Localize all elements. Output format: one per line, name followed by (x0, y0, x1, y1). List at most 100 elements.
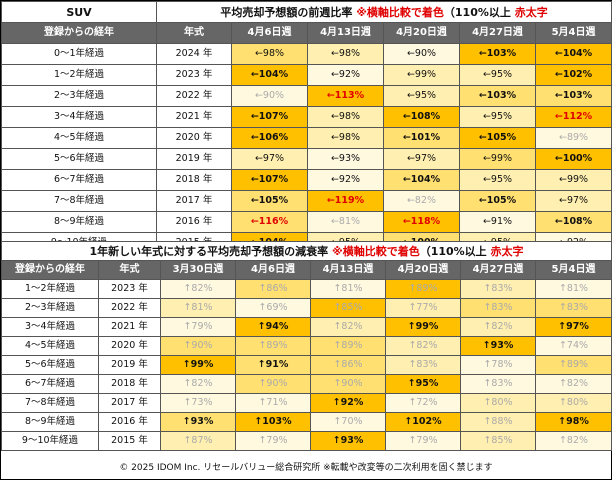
table-row: 2～3年経過 2022 年 ←90% ←113% ←95% ←103% ←103% (1, 85, 612, 107)
ratio-cell: ↑83% (385, 355, 461, 375)
ratio-cell: ←92% (307, 169, 384, 191)
ratio-cell: ←104% (534, 43, 612, 65)
ratio-cell: ↑81% (160, 298, 236, 318)
table-row: 3～4年経過 2021 年 ←107% ←98% ←108% ←95% ←112% (1, 106, 612, 128)
bottom-title-bold-red: 赤太字 (490, 244, 524, 258)
ratio-cell: ↑92% (310, 393, 386, 413)
ratio-cell: ←119% (307, 190, 384, 212)
ratio-cell: ↑93% (310, 431, 386, 451)
age-label: 6～7年経過 (1, 169, 157, 191)
model-year: 2020 年 (98, 336, 161, 356)
top-title-bold-red: 赤太字 (514, 5, 548, 19)
ratio-cell: ←92% (307, 64, 384, 86)
ratio-cell: ↑79% (160, 317, 236, 337)
ratio-cell: ←100% (534, 148, 612, 170)
ratio-cell: ←116% (231, 211, 308, 233)
ratio-cell: ←103% (459, 85, 536, 107)
age-label: 9～10年経過 (1, 431, 99, 451)
ratio-cell: ↑91% (235, 355, 311, 375)
ratio-cell: ↑71% (235, 393, 311, 413)
age-label: 0～1年経過 (1, 43, 157, 65)
ratio-cell: ↑87% (160, 431, 236, 451)
weekly-ratio-table: SUV 平均売却予想額の前週比率 ※横軸比較で着色（110%以上 赤太字 登録か… (1, 1, 612, 254)
ratio-cell: ↑95% (385, 374, 461, 394)
model-year: 2017 年 (98, 393, 161, 413)
table-row: 8～9年経過 2016 年 ↑93% ↑103% ↑70% ↑102% ↑88% ↑98% (1, 412, 612, 432)
column-header: 登録からの経年 (1, 260, 99, 280)
ratio-cell: ↑83% (460, 279, 536, 299)
age-label: 2～3年経過 (1, 85, 157, 107)
bottom-title-note-prefix: ※ (332, 244, 343, 258)
model-year: 2023 年 (98, 279, 161, 299)
top-title-main: 平均売却予想額の前週比率 (220, 5, 353, 19)
ratio-cell: ↑73% (160, 393, 236, 413)
ratio-cell: ↑89% (385, 279, 461, 299)
age-label: 1～2年経過 (1, 279, 99, 299)
ratio-cell: ↑93% (460, 336, 536, 356)
ratio-cell: ←90% (231, 85, 308, 107)
ratio-cell: ←81% (307, 211, 384, 233)
age-label: 4～5年経過 (1, 127, 157, 149)
ratio-cell: ←107% (231, 169, 308, 191)
ratio-cell: ↑82% (460, 317, 536, 337)
age-label: 4～5年経過 (1, 336, 99, 356)
ratio-cell: ←99% (534, 169, 612, 191)
ratio-cell: ↑102% (385, 412, 461, 432)
ratio-cell: ↑83% (460, 374, 536, 394)
top-title-note: 横軸比較で着色 (366, 5, 444, 19)
age-label: 2～3年経過 (1, 298, 99, 318)
table-row: 3～4年経過 2021 年 ↑79% ↑94% ↑82% ↑99% ↑82% ↑97% (1, 317, 612, 337)
ratio-cell: ←95% (459, 169, 536, 191)
ratio-cell: ←90% (383, 43, 460, 65)
ratio-cell: ↑99% (160, 355, 236, 375)
ratio-cell: ←103% (534, 85, 612, 107)
ratio-cell: ↑74% (534, 336, 612, 356)
ratio-cell: ←98% (231, 43, 308, 65)
model-year: 2019 年 (156, 148, 232, 170)
model-year: 2019 年 (98, 355, 161, 375)
column-header: 4月6日週 (235, 260, 311, 280)
bottom-title-paren: （110%以上 (419, 244, 487, 258)
bottom-table-title: 1年新しい年式に対する平均売却予想額の減衰率 ※横軸比較で着色（110%以上 赤… (0, 241, 612, 261)
age-label: 3～4年経過 (1, 106, 157, 128)
ratio-cell: ↑81% (534, 279, 612, 299)
top-table-title: 平均売却予想額の前週比率 ※横軸比較で着色（110%以上 赤太字 (155, 1, 612, 23)
ratio-cell: ←101% (383, 127, 460, 149)
ratio-cell: ↑89% (534, 355, 612, 375)
ratio-cell: ↑83% (460, 298, 536, 318)
age-label: 7～8年経過 (1, 393, 99, 413)
ratio-cell: ↑93% (160, 412, 236, 432)
ratio-cell: ↑72% (385, 393, 461, 413)
ratio-cell: ↑90% (310, 374, 386, 394)
ratio-cell: ↑82% (385, 336, 461, 356)
ratio-cell: ↑88% (460, 412, 536, 432)
age-label: 1～2年経過 (1, 64, 157, 86)
table-row: 5～6年経過 2019 年 ←97% ←93% ←97% ←99% ←100% (1, 148, 612, 170)
age-label: 7～8年経過 (1, 190, 157, 212)
model-year: 2018 年 (156, 169, 232, 191)
ratio-cell: ↑85% (460, 431, 536, 451)
ratio-cell: ↑98% (534, 412, 612, 432)
ratio-cell: ←95% (383, 85, 460, 107)
table-row: 7～8年経過 2017 年 ←105% ←119% ←82% ←105% ←97% (1, 190, 612, 212)
table-row: 4～5年経過 2020 年 ↑90% ↑89% ↑89% ↑82% ↑93% ↑74% (1, 336, 612, 356)
model-year: 2022 年 (98, 298, 161, 318)
ratio-cell: ←98% (307, 127, 384, 149)
model-year: 2018 年 (98, 374, 161, 394)
age-label: 5～6年経過 (1, 355, 99, 375)
column-header: 4月6日週 (231, 22, 308, 44)
ratio-cell: ←82% (383, 190, 460, 212)
age-label: 5～6年経過 (1, 148, 157, 170)
table-row: 0～1年経過 2024 年 ←98% ←98% ←90% ←103% ←104% (1, 43, 612, 65)
column-header: 5月4日週 (534, 22, 612, 44)
ratio-cell: ↑77% (385, 298, 461, 318)
ratio-cell: ↑83% (534, 298, 612, 318)
model-year: 2016 年 (98, 412, 161, 432)
category-label: SUV (1, 1, 157, 23)
model-year: 2020 年 (156, 127, 232, 149)
ratio-cell: ↑103% (235, 412, 311, 432)
top-title-note-prefix: ※ (356, 5, 367, 19)
ratio-cell: ←89% (534, 127, 612, 149)
ratio-cell: ←112% (534, 106, 612, 128)
ratio-cell: ↑89% (310, 336, 386, 356)
